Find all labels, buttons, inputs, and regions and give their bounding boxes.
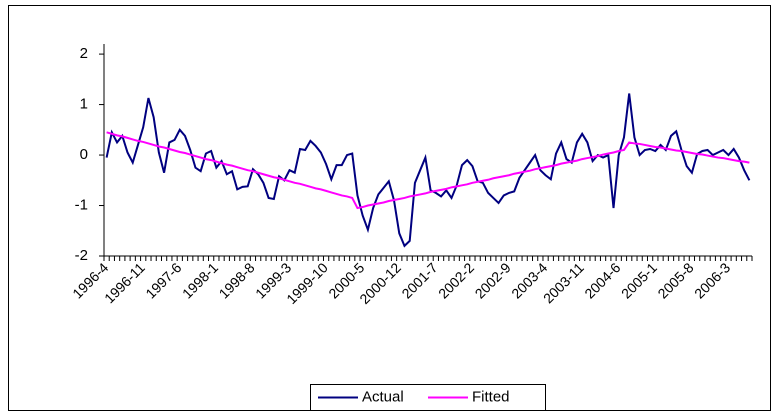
y-tick-label: -2 bbox=[75, 247, 88, 264]
series-line bbox=[106, 131, 750, 210]
y-tick-label: 0 bbox=[80, 146, 88, 163]
legend: Actual Fitted bbox=[310, 384, 546, 411]
y-tick-label: -1 bbox=[75, 196, 88, 213]
legend-label: Fitted bbox=[472, 388, 510, 405]
series-line bbox=[105, 93, 751, 248]
y-tick-label: 1 bbox=[80, 96, 88, 113]
y-tick-label: 2 bbox=[80, 45, 88, 62]
legend-label: Actual bbox=[362, 388, 404, 405]
chart-frame bbox=[8, 5, 771, 411]
